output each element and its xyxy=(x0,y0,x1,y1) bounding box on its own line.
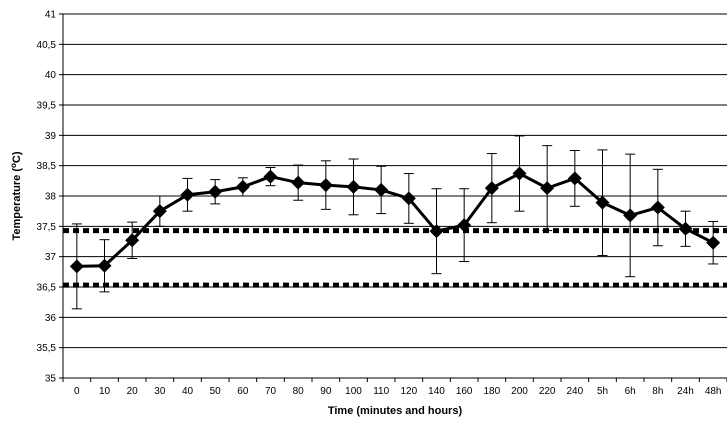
data-point xyxy=(291,175,306,190)
y-tick-label: 37 xyxy=(45,252,57,263)
x-tick-label: 240 xyxy=(566,386,583,397)
data-point xyxy=(263,169,278,184)
grid-lines xyxy=(63,13,727,379)
y-tick-label: 38 xyxy=(45,192,57,203)
x-tick-label: 140 xyxy=(428,386,445,397)
y-tick-label: 35 xyxy=(45,374,57,385)
data-point xyxy=(346,179,361,194)
y-tick-label: 37,5 xyxy=(37,222,57,233)
x-tick-label: 80 xyxy=(293,386,305,397)
x-tick-label: 50 xyxy=(210,386,222,397)
data-markers xyxy=(69,166,721,274)
data-point xyxy=(69,259,84,274)
x-tick-label: 10 xyxy=(99,386,111,397)
data-point xyxy=(208,184,223,199)
x-tick-label: 160 xyxy=(456,386,473,397)
axes xyxy=(59,13,727,382)
x-tick-label: 70 xyxy=(265,386,277,397)
series-polyline xyxy=(76,172,714,268)
y-axis-label-suffix: C) xyxy=(11,151,23,163)
x-tick-label: 200 xyxy=(511,386,528,397)
data-point xyxy=(595,195,610,210)
data-point xyxy=(429,224,444,239)
y-tick-label: 38,5 xyxy=(37,161,57,172)
x-tick-label: 120 xyxy=(400,386,417,397)
data-point xyxy=(650,200,665,215)
data-point xyxy=(401,191,416,206)
data-point xyxy=(706,235,721,250)
x-tick-label: 48h xyxy=(705,386,722,397)
x-tick-label: 24h xyxy=(677,386,694,397)
data-point xyxy=(512,166,527,181)
x-tick-label: 0 xyxy=(74,386,80,397)
data-point xyxy=(97,258,112,273)
x-tick-labels: 0 10 20 30 40 50 60 70 80 90 100 110 120 140 160 180 200… xyxy=(74,386,721,397)
series-line xyxy=(76,172,714,268)
y-tick-labels: 35 35,5 36 36,5 37 37,5 38 38,5 39 39,5 40 40,5 41 xyxy=(37,10,57,385)
x-tick-label: 60 xyxy=(237,386,249,397)
data-point xyxy=(457,218,472,233)
y-tick-label: 40,5 xyxy=(37,40,57,51)
x-tick-label: 180 xyxy=(483,386,500,397)
y-tick-label: 35,5 xyxy=(37,343,57,354)
data-point xyxy=(678,221,693,236)
x-tick-label: 40 xyxy=(182,386,194,397)
x-axis-label: Time (minutes and hours) xyxy=(328,405,463,417)
y-tick-label: 36 xyxy=(45,313,57,324)
y-tick-label: 36,5 xyxy=(37,283,57,294)
y-tick-label: 41 xyxy=(45,10,57,21)
data-point xyxy=(235,179,250,194)
x-tick-label: 110 xyxy=(373,386,389,397)
y-axis-label: Temperature (oC) xyxy=(9,151,24,240)
x-tick-label: 8h xyxy=(652,386,663,397)
y-tick-label: 40 xyxy=(45,70,57,81)
reference-lines xyxy=(63,228,727,288)
x-tick-label: 220 xyxy=(539,386,556,397)
y-tick-label: 39,5 xyxy=(37,101,57,112)
x-tick-label: 6h xyxy=(625,386,636,397)
x-tick-label: 5h xyxy=(597,386,608,397)
data-point xyxy=(180,187,195,202)
data-point xyxy=(567,171,582,186)
x-tick-label: 30 xyxy=(154,386,166,397)
data-point xyxy=(318,178,333,193)
y-tick-label: 39 xyxy=(45,131,57,142)
x-tick-label: 20 xyxy=(127,386,139,397)
data-point xyxy=(374,182,389,197)
data-point xyxy=(484,181,499,196)
data-point xyxy=(623,208,638,223)
x-tick-label: 90 xyxy=(320,386,332,397)
data-point xyxy=(152,204,167,219)
x-tick-label: 100 xyxy=(345,386,362,397)
data-point xyxy=(125,233,140,248)
y-axis-label-superscript: o xyxy=(9,163,18,168)
data-point xyxy=(540,181,555,196)
y-axis-label-prefix: Temperature ( xyxy=(11,168,23,241)
